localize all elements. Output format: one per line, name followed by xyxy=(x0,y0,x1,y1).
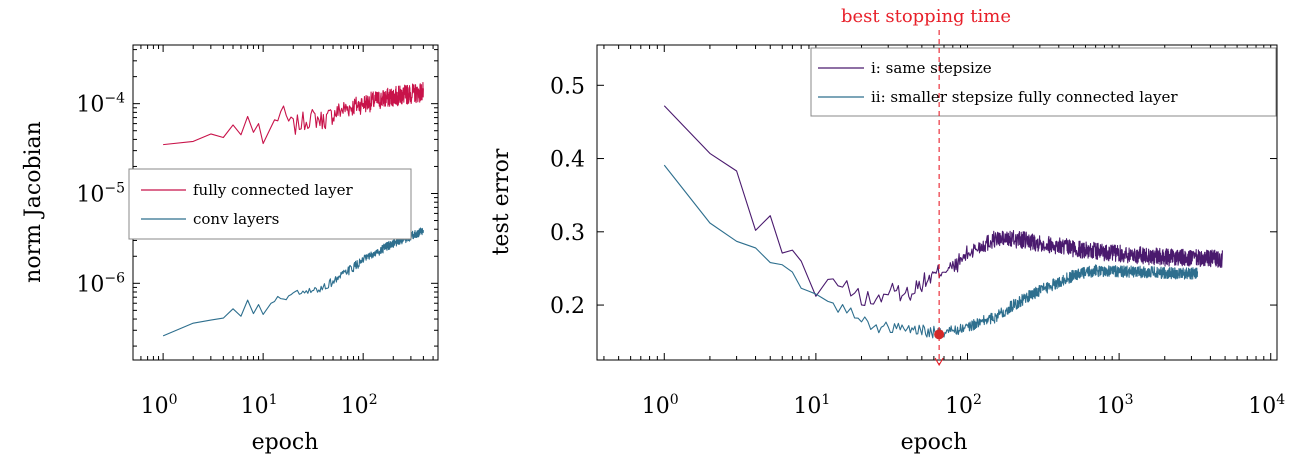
left-legend-label-fc: fully connected layer xyxy=(193,181,353,199)
left-legend: fully connected layer conv layers xyxy=(128,168,412,240)
right-plot-frame xyxy=(596,44,1278,361)
series-line-1 xyxy=(163,81,424,146)
right-series xyxy=(663,105,1223,339)
right-legend-box xyxy=(810,47,1277,117)
right-chart: 100 101 102 103 104 0.5 0.4 0.3 0.2 epoch test … xyxy=(489,6,1285,455)
right-legend-label-i: i: same stepsize xyxy=(871,59,992,77)
series-line-2 xyxy=(663,164,1199,339)
left-legend-box xyxy=(128,168,412,240)
x-tick-label: 104 xyxy=(1248,392,1285,419)
right-legend: i: same stepsize ii: smaller stepsize fu… xyxy=(810,47,1277,117)
x-tick-label: 100 xyxy=(642,392,679,419)
best-stopping-time-dot xyxy=(934,329,945,340)
left-chart: 100 101 102 10−4 10−5 10−6 epoch norm Jacobi… xyxy=(21,44,439,455)
y-tick-label: 10−5 xyxy=(76,180,125,207)
left-y-axis-label: norm Jacobian xyxy=(21,121,46,283)
best-stopping-time-arrow xyxy=(934,357,944,367)
right-legend-label-ii: ii: smaller stepsize fully connected lay… xyxy=(871,88,1178,106)
left-x-axis-label: epoch xyxy=(252,430,319,455)
y-tick-label: 0.2 xyxy=(550,294,585,319)
y-tick-label: 0.5 xyxy=(550,74,585,99)
best-stopping-time-label: best stopping time xyxy=(841,6,1011,27)
y-tick-label: 10−6 xyxy=(76,270,125,297)
y-tick-label: 0.4 xyxy=(550,148,585,173)
right-x-ticks: 100 101 102 103 104 xyxy=(603,45,1285,419)
series-line-2 xyxy=(162,227,424,337)
x-tick-label: 102 xyxy=(945,392,982,419)
series-line-1 xyxy=(663,105,1223,307)
y-tick-label: 10−4 xyxy=(76,91,125,118)
left-y-ticks: 10−4 10−5 10−6 xyxy=(76,49,438,347)
right-y-axis-label: test error xyxy=(489,148,514,255)
x-tick-label: 101 xyxy=(241,392,278,419)
y-tick-label: 0.3 xyxy=(550,221,585,246)
x-tick-label: 101 xyxy=(793,392,830,419)
left-x-ticks: 100 101 102 xyxy=(132,45,434,419)
x-tick-label: 102 xyxy=(341,392,378,419)
left-legend-label-conv: conv layers xyxy=(193,210,279,228)
right-x-axis-label: epoch xyxy=(901,430,968,455)
x-tick-label: 103 xyxy=(1097,392,1134,419)
x-tick-label: 100 xyxy=(141,392,178,419)
best-stopping-time-marker xyxy=(934,30,945,367)
